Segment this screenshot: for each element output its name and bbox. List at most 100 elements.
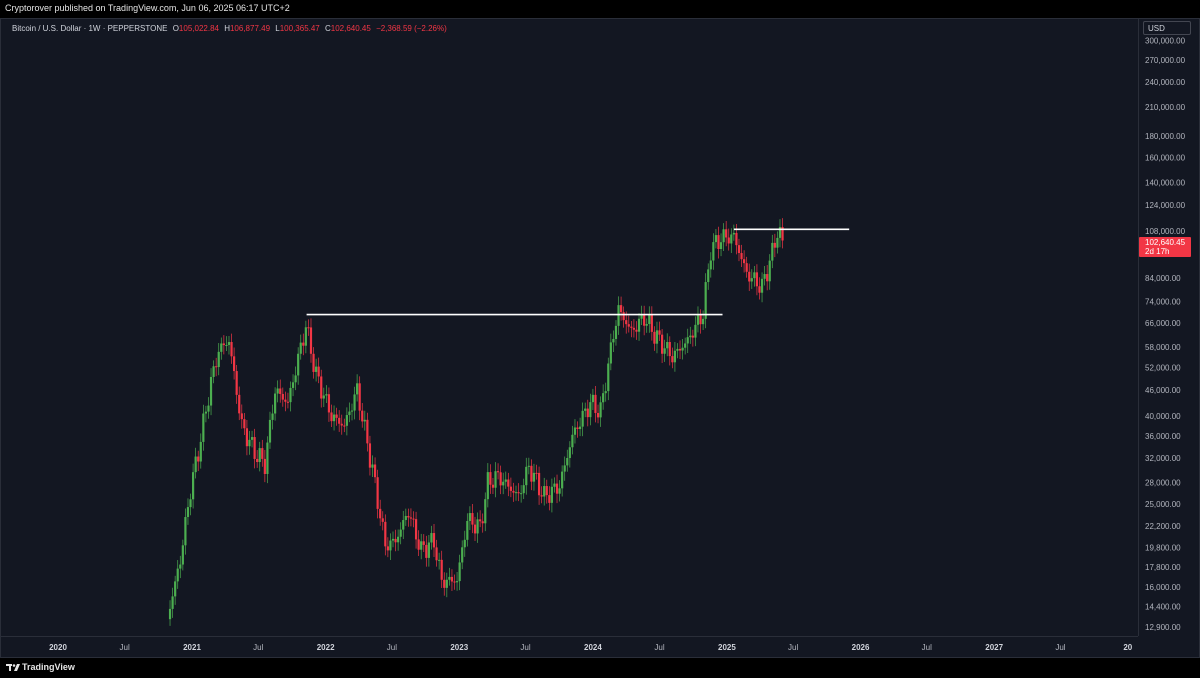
candle-down [450,576,454,582]
candle-up [350,410,354,412]
candle-up [299,342,302,354]
candle-down [340,423,343,426]
candle-up [184,517,187,546]
candle-up [568,447,571,458]
candle-down [312,353,315,372]
y-tick-label: 74,000.00 [1145,297,1181,306]
candle-up [578,426,582,429]
candle-down [432,533,436,548]
candle-down [435,547,438,561]
candle-down [632,327,636,330]
candle-up [438,559,441,561]
candle-down [338,417,341,424]
candle-up [676,348,679,351]
candle-up [494,471,497,488]
candle-down [658,330,661,335]
candle-up [179,564,182,569]
x-tick-label: Jul [922,643,932,652]
candle-down [596,412,600,418]
candle-down [576,427,579,429]
candle-down [678,348,682,351]
x-tick-label: 20 [1123,643,1132,652]
y-tick-label: 40,000.00 [1145,412,1181,421]
y-tick-label: 300,000.00 [1145,37,1186,46]
candle-down [215,366,218,368]
candle-up [689,335,692,338]
candle-up [191,472,195,500]
y-tick-label: 180,000.00 [1145,132,1186,141]
candle-up [645,324,648,326]
candle-down [555,483,559,494]
x-tick-label: 2025 [718,643,736,652]
candle-up [666,342,669,349]
y-tick-label: 28,000.00 [1145,479,1181,488]
candle-up [227,342,231,345]
y-tick-label: 124,000.00 [1145,201,1186,210]
candle-up [294,375,297,383]
candle-up [599,402,602,418]
candle-up [189,499,192,508]
symbol-title[interactable]: Bitcoin / U.S. Dollar · 1W · PEPPERSTONE [12,24,168,33]
candle-up [722,229,725,243]
candle-up [248,439,251,447]
candle-up [753,272,756,279]
last-price-value: 102,640.45 [1145,238,1186,247]
low-label: L [275,24,280,33]
candle-down [594,394,597,413]
change-value: −2,368.59 (−2.26%) [376,24,447,33]
y-tick-label: 84,000.00 [1145,274,1181,283]
candle-down [717,235,720,250]
y-tick-label: 12,900.00 [1145,623,1181,632]
last-price-tag: 102,640.45 2d 17h [1139,237,1191,257]
candle-down [286,401,290,403]
candle-up [468,513,471,521]
candle-up [768,260,771,282]
candle-up [522,485,525,494]
candle-up [176,568,179,582]
candle-down [422,541,425,545]
candle-down [535,472,538,474]
candle-down [263,458,266,474]
candle-up [714,235,718,243]
candle-up [297,353,300,376]
footer: TradingView [0,658,1200,678]
candle-down [381,518,384,522]
candle-up [207,405,210,412]
y-tick-label: 32,000.00 [1145,454,1181,463]
candle-up [648,314,651,325]
candle-down [253,437,256,459]
high-value: 106,877.49 [229,24,271,33]
close-label: C [325,24,331,33]
candle-down [699,315,702,325]
candle-down [366,419,369,444]
candle-down [548,495,551,503]
y-tick-label: 160,000.00 [1145,154,1186,163]
price-axis[interactable] [1138,19,1199,636]
candle-down [625,320,628,325]
candle-up [427,542,430,558]
candle-up [486,472,489,500]
time-axis[interactable] [1,636,1138,657]
candle-up [268,419,272,443]
candle-up [315,366,318,372]
candle-up [212,366,215,377]
candle-up [322,395,325,399]
candle-down [386,546,389,551]
candle-down [243,419,246,429]
candle-down [643,314,646,326]
candle-down [409,517,413,519]
x-tick-label: Jul [788,643,798,652]
y-tick-label: 210,000.00 [1145,103,1186,112]
candle-up [543,486,546,497]
candle-up [612,338,615,343]
candle-down [758,286,761,293]
candle-up [455,581,459,583]
candle-up [458,562,461,582]
candle-down [748,271,751,282]
candle-up [266,442,269,474]
currency-button[interactable]: USD [1143,21,1191,35]
candle-up [640,314,643,319]
candle-up [686,337,689,344]
candle-up [566,457,569,466]
